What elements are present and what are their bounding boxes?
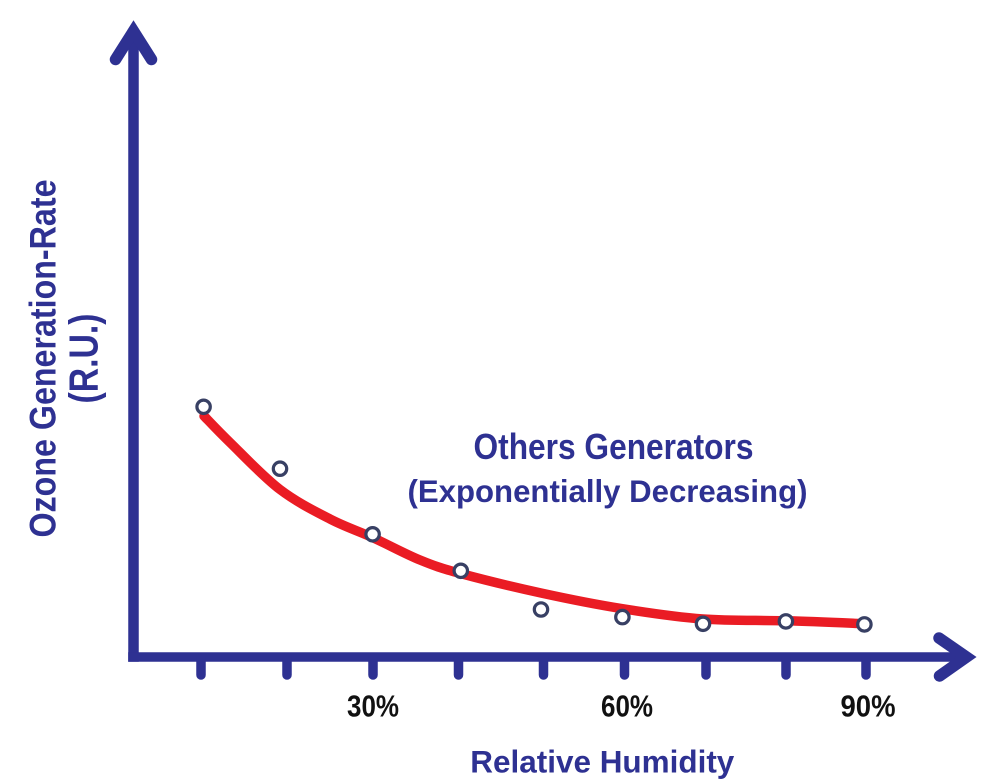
svg-text:(Exponentially Decreasing): (Exponentially Decreasing) bbox=[408, 473, 808, 509]
svg-text:Ozone Generation-Rate: Ozone Generation-Rate bbox=[23, 180, 64, 538]
svg-text:(R.U.): (R.U.) bbox=[61, 314, 107, 404]
svg-text:60%: 60% bbox=[601, 689, 653, 724]
svg-text:Others Generators: Others Generators bbox=[474, 426, 754, 467]
svg-text:Relative Humidity: Relative Humidity bbox=[470, 744, 734, 780]
svg-text:90%: 90% bbox=[841, 689, 896, 724]
svg-text:30%: 30% bbox=[347, 689, 399, 724]
